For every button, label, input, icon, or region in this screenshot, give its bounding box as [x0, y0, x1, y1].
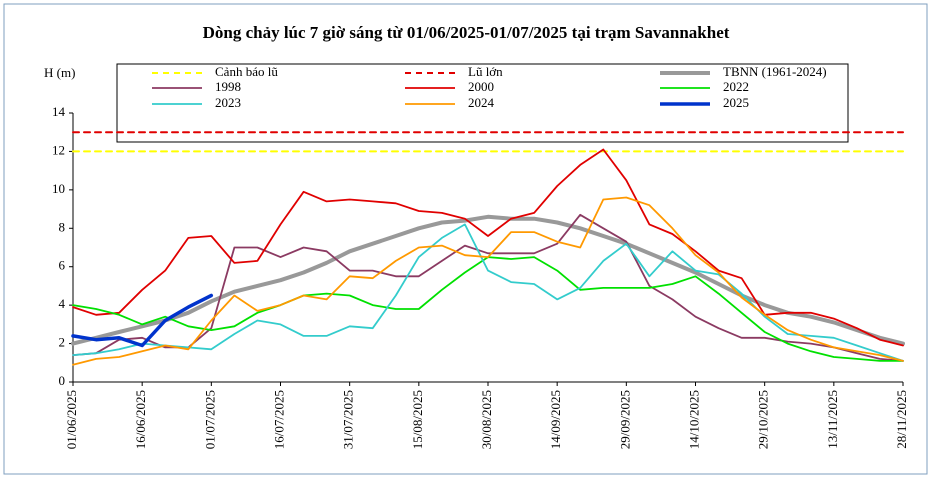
y-tick-label: 2	[59, 335, 66, 350]
x-tick-label: 29/09/2025	[617, 390, 632, 449]
legend-label: 2025	[723, 95, 749, 110]
series-line	[72, 196, 904, 366]
x-tick-label: 13/11/2025	[825, 390, 840, 449]
y-tick-label: 8	[59, 219, 66, 234]
x-tick-label: 01/07/2025	[202, 390, 217, 449]
legend-label: TBNN (1961-2024)	[723, 64, 827, 79]
x-tick-label: 31/07/2025	[341, 390, 356, 449]
legend	[116, 63, 849, 143]
x-tick-label: 14/10/2025	[686, 390, 701, 449]
y-tick-label: 14	[52, 104, 66, 119]
series-line	[72, 213, 904, 362]
legend-label: Cảnh báo lũ	[215, 64, 278, 79]
x-tick-label: 14/09/2025	[548, 390, 563, 449]
x-tick-label: 01/06/2025	[64, 390, 79, 449]
series-line	[71, 293, 214, 348]
series-line	[72, 223, 904, 362]
y-tick-label: 10	[52, 181, 65, 196]
x-tick-label: 28/11/2025	[894, 390, 909, 449]
legend-label: 2000	[468, 79, 494, 94]
x-tick-label: 30/08/2025	[479, 390, 494, 449]
legend-label: 2023	[215, 95, 241, 110]
y-tick-label: 4	[59, 296, 66, 311]
chart-title: Dòng chảy lúc 7 giờ sáng từ 01/06/2025-0…	[203, 23, 730, 42]
x-tick-label: 16/06/2025	[133, 390, 148, 449]
legend-label: 1998	[215, 79, 241, 94]
y-tick-label: 0	[59, 373, 66, 388]
legend-label: Lũ lớn	[468, 64, 503, 79]
y-axis-label: H (m)	[44, 65, 75, 80]
x-tick-label: 15/08/2025	[410, 390, 425, 449]
legend-label: 2022	[723, 79, 749, 94]
y-tick-label: 6	[59, 258, 66, 273]
x-tick-label: 16/07/2025	[271, 390, 286, 449]
y-tick-label: 12	[52, 142, 65, 157]
legend-label: 2024	[468, 95, 495, 110]
series-line	[71, 214, 905, 346]
x-tick-label: 29/10/2025	[756, 390, 771, 449]
